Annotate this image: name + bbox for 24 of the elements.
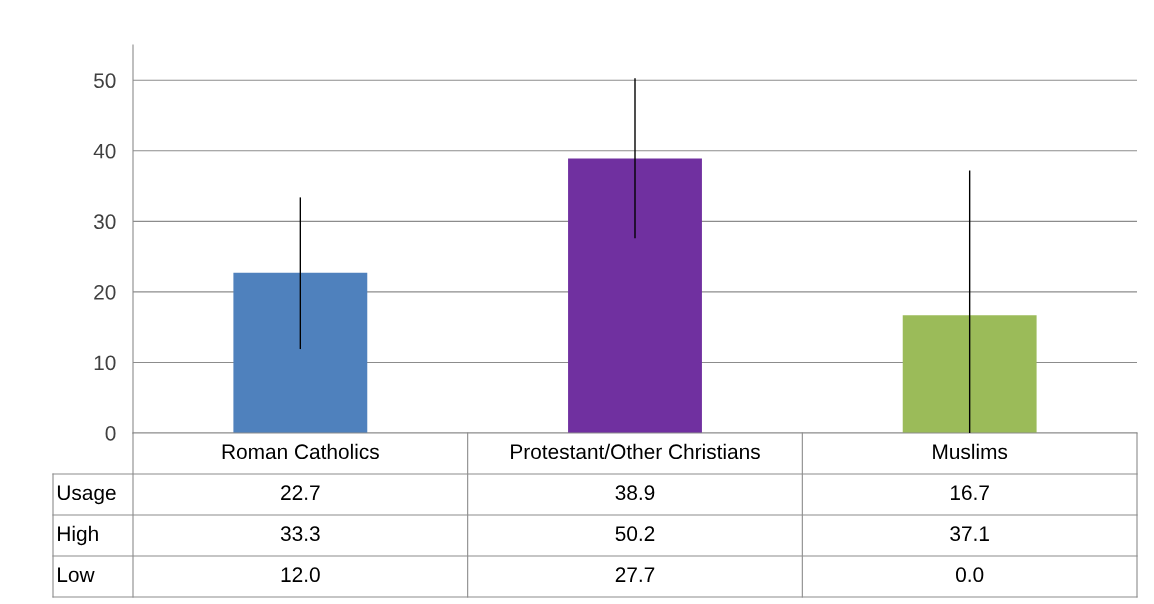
x-tick-label: Protestant/Other Christians	[511, 443, 760, 460]
bar	[233, 272, 368, 433]
y-tick-label: 30	[93, 214, 116, 230]
x-tick-label: Muslims	[933, 443, 1008, 460]
y-tick-label: 20	[94, 284, 116, 300]
text: 50.2	[615, 526, 655, 542]
bar	[902, 315, 1037, 433]
y-tick-label: 50	[94, 73, 116, 89]
y-tick-label: 0	[105, 426, 116, 441]
data-label: 22.7	[281, 485, 320, 500]
data-label: 38.9	[615, 485, 655, 501]
bar	[568, 158, 702, 433]
x-tick-label: Roman Catholics	[222, 443, 379, 460]
text: 12.0	[281, 567, 320, 583]
text: 0.0	[956, 567, 984, 583]
text: High	[58, 525, 98, 546]
y-tick-label: 10	[94, 355, 116, 371]
text: Usage	[57, 485, 116, 505]
text: 27.7	[615, 567, 655, 582]
text: 37.1	[950, 526, 989, 542]
text: 33.3	[280, 526, 320, 542]
data-label: 16.7	[950, 485, 989, 501]
text: Low	[58, 567, 95, 583]
y-tick-label: 40	[93, 143, 116, 159]
